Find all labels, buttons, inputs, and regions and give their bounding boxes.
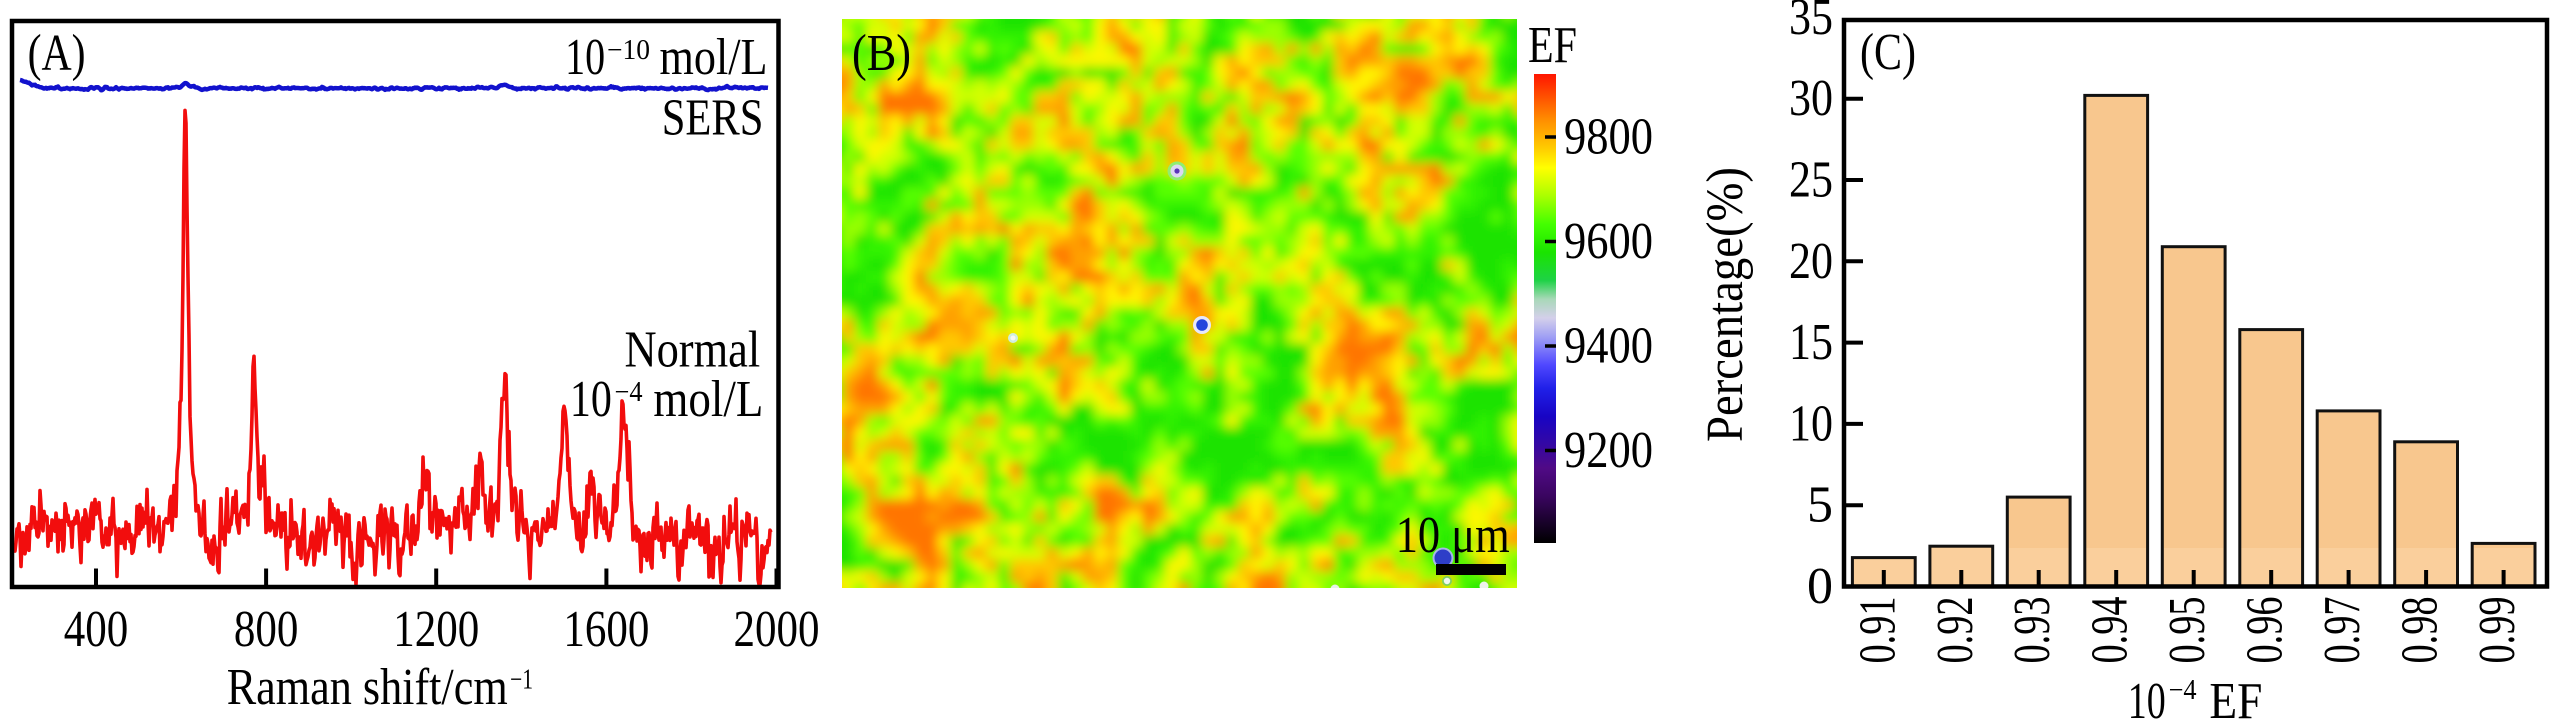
svg-text:(A): (A) <box>28 25 86 82</box>
svg-text:9200: 9200 <box>1564 422 1653 479</box>
svg-text:5: 5 <box>1807 477 1833 534</box>
svg-text:2000: 2000 <box>734 601 820 658</box>
svg-text:15: 15 <box>1789 314 1833 371</box>
svg-text:−1: −1 <box>510 665 533 696</box>
svg-text:800: 800 <box>234 601 299 658</box>
svg-text:9800: 9800 <box>1564 109 1653 166</box>
svg-text:9600: 9600 <box>1564 213 1653 270</box>
svg-text:−4: −4 <box>2169 675 2197 706</box>
svg-text:0: 0 <box>1807 558 1833 615</box>
svg-text:10 μm: 10 μm <box>1396 507 1510 564</box>
svg-text:0.96: 0.96 <box>2237 597 2294 664</box>
svg-text:(C): (C) <box>1860 24 1916 81</box>
svg-text:−4: −4 <box>615 377 643 408</box>
svg-text:1200: 1200 <box>393 601 479 658</box>
svg-text:Normal: Normal <box>625 321 761 378</box>
svg-text:−10: −10 <box>607 35 650 66</box>
svg-text:Raman shift/cm: Raman shift/cm <box>227 659 508 716</box>
svg-text:mol/L: mol/L <box>653 371 763 428</box>
svg-text:0.95: 0.95 <box>2159 597 2216 664</box>
svg-text:0.94: 0.94 <box>2082 597 2139 664</box>
svg-text:0.92: 0.92 <box>1927 597 1984 664</box>
svg-text:10: 10 <box>2128 673 2166 725</box>
svg-text:Percentage(%): Percentage(%) <box>1697 167 1754 442</box>
svg-text:0.91: 0.91 <box>1849 597 1906 664</box>
svg-text:mol/L: mol/L <box>660 29 768 86</box>
svg-text:35: 35 <box>1789 0 1833 46</box>
svg-text:0.99: 0.99 <box>2469 597 2526 664</box>
svg-text:EF: EF <box>2209 673 2262 725</box>
svg-text:400: 400 <box>64 601 129 658</box>
svg-text:0.97: 0.97 <box>2314 597 2371 664</box>
svg-text:9400: 9400 <box>1564 318 1653 375</box>
svg-text:0.98: 0.98 <box>2392 597 2449 664</box>
svg-text:10: 10 <box>565 29 605 86</box>
svg-text:30: 30 <box>1789 70 1833 127</box>
svg-text:SERS: SERS <box>662 90 764 147</box>
svg-text:1600: 1600 <box>563 601 649 658</box>
svg-text:10: 10 <box>570 371 612 428</box>
svg-text:EF: EF <box>1528 17 1577 74</box>
svg-text:10: 10 <box>1789 395 1833 452</box>
svg-text:0.93: 0.93 <box>2004 597 2061 664</box>
svg-text:20: 20 <box>1789 233 1833 290</box>
svg-text:(B): (B) <box>852 25 911 82</box>
svg-text:25: 25 <box>1789 152 1833 209</box>
